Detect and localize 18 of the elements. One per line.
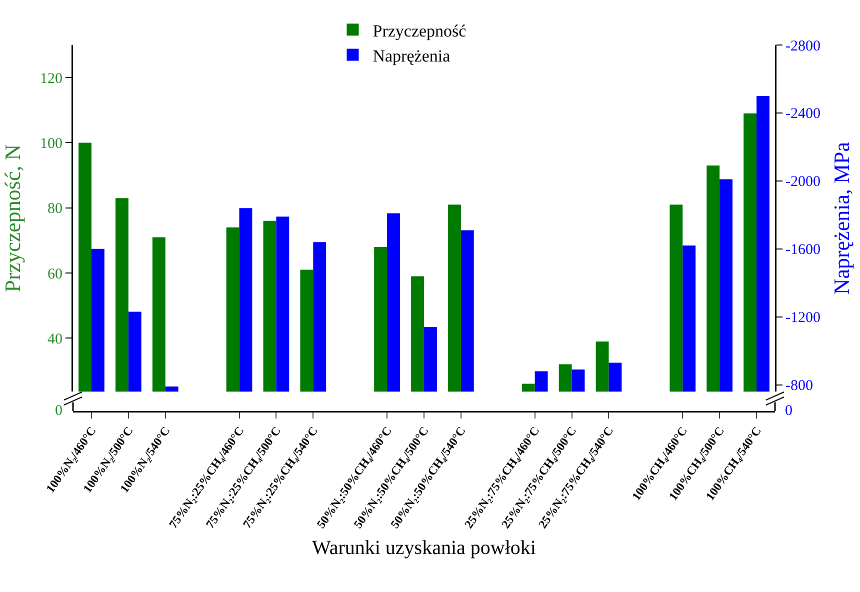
y-tick-label: 120 bbox=[40, 70, 62, 87]
x-axis-title: Warunki uzyskania powłoki bbox=[312, 537, 536, 560]
legend-label: Przyczepność bbox=[372, 21, 467, 40]
y2-tick-label: -2400 bbox=[786, 106, 820, 122]
y-tick-label: 80 bbox=[48, 201, 62, 218]
y2-tick-label: -2000 bbox=[786, 174, 820, 190]
y2-tick-label: -800 bbox=[786, 378, 813, 394]
y2-tick-label: -1600 bbox=[786, 242, 820, 258]
y2-tick-label: -2800 bbox=[786, 38, 820, 54]
y2-tick-label: -1200 bbox=[786, 310, 820, 326]
y-tick-label: 100 bbox=[40, 136, 62, 152]
text: 0 bbox=[785, 403, 792, 419]
legend-label: Naprężenia bbox=[372, 46, 451, 66]
text: 0 bbox=[55, 403, 62, 419]
y2-axis-title: Naprężenia, MPa bbox=[829, 142, 854, 295]
y-tick-label: 40 bbox=[48, 331, 62, 348]
y-tick-label: 60 bbox=[48, 266, 62, 282]
y-axis-title: Przyczepność, N bbox=[0, 144, 25, 292]
